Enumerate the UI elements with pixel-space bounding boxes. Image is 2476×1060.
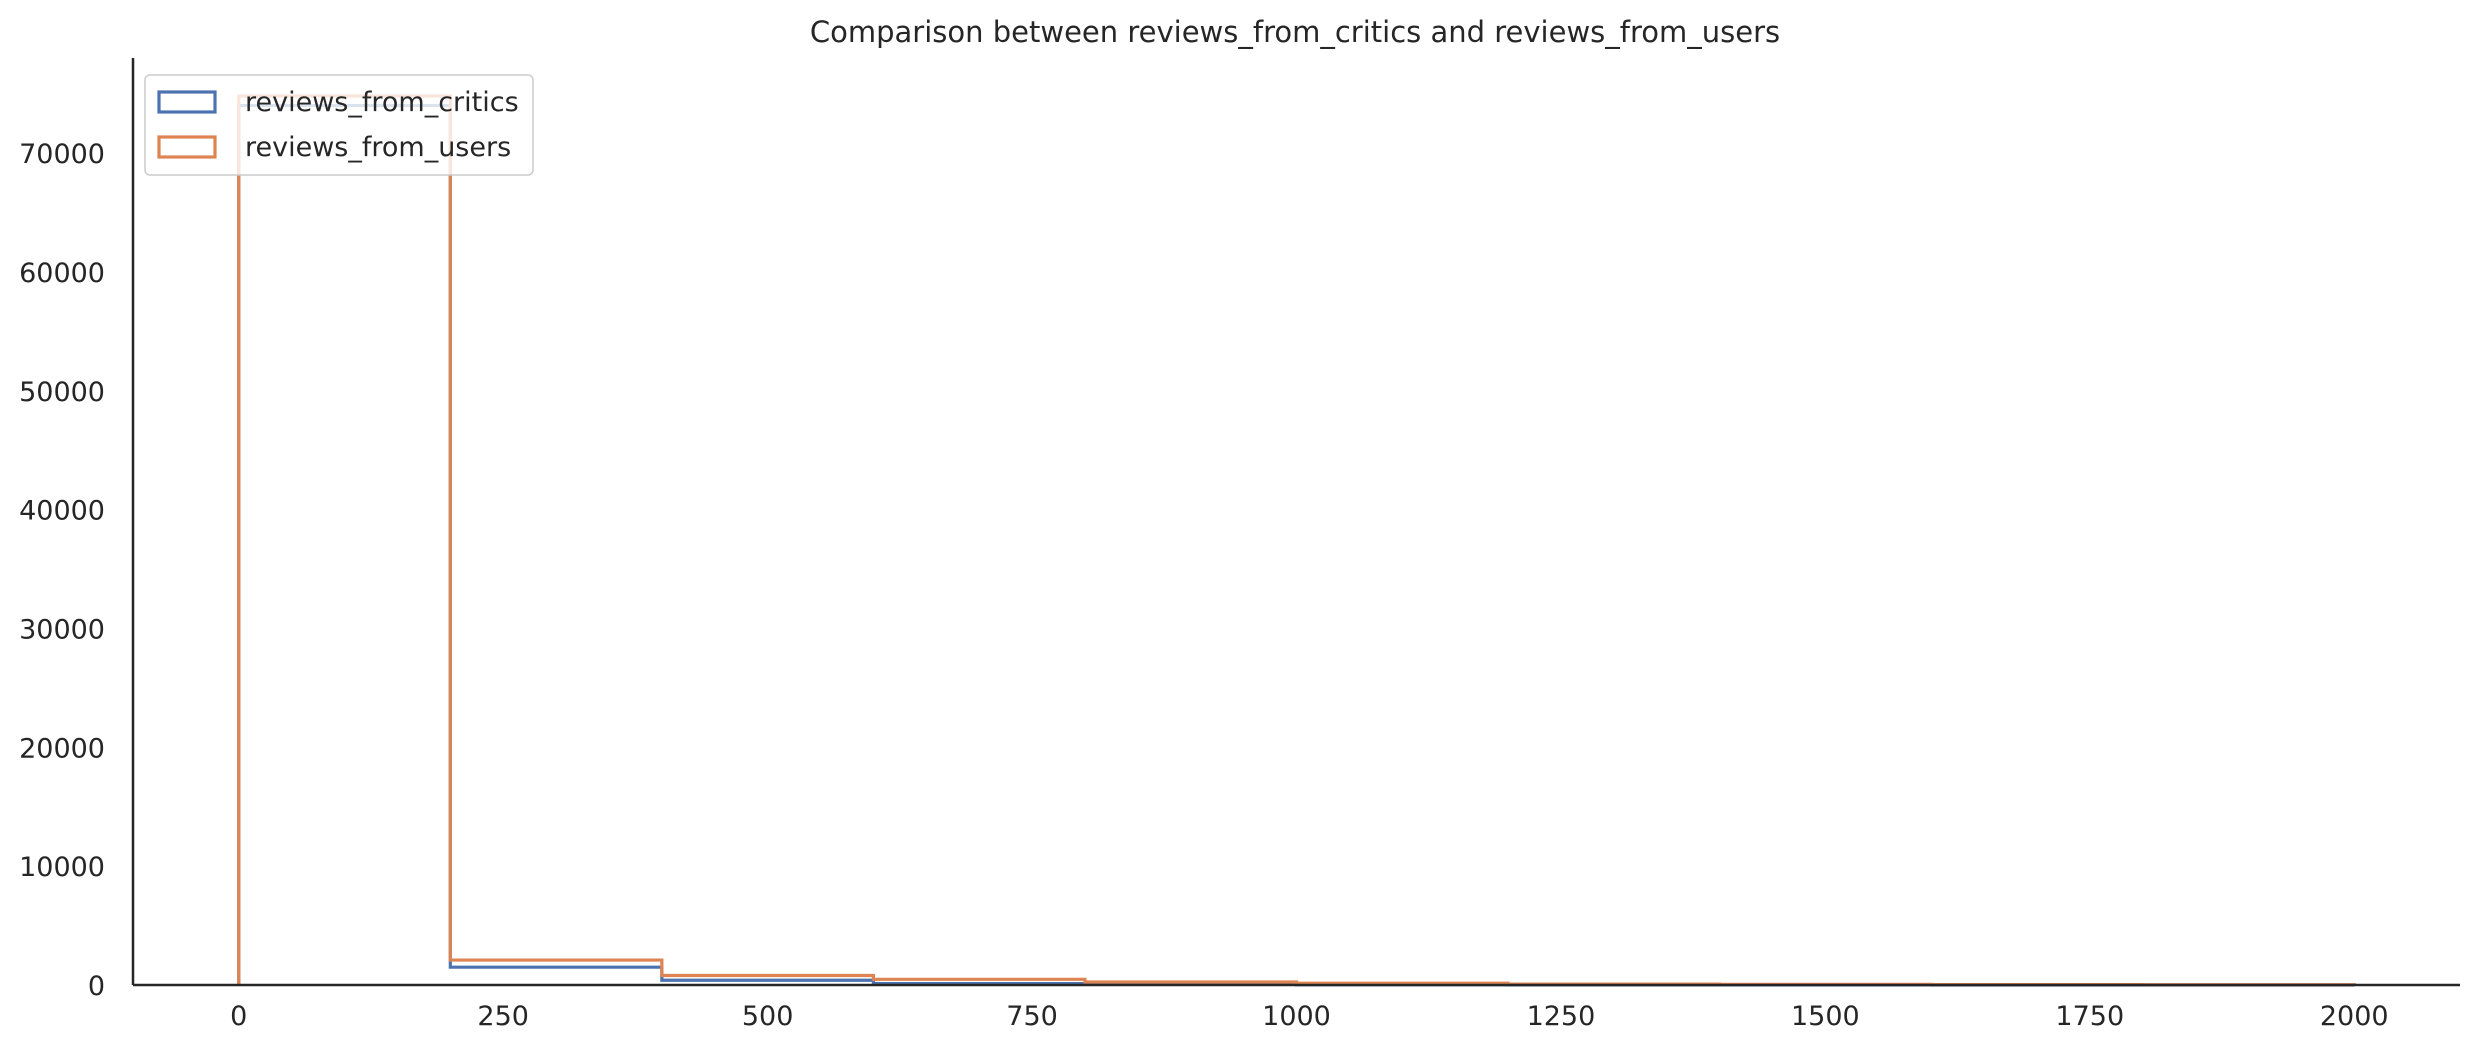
legend-frame xyxy=(144,74,534,176)
legend-swatch xyxy=(157,135,217,159)
legend-label: reviews_from_users xyxy=(245,132,511,163)
x-tick-label: 250 xyxy=(477,1001,529,1032)
y-axis-ticks: 0 10000 20000 30000 40000 50000 60000 70000 xyxy=(19,139,105,1002)
y-tick-label: 60000 xyxy=(19,258,105,289)
y-tick-label: 20000 xyxy=(19,733,105,764)
series-reviews-from-critics-step xyxy=(237,103,2356,987)
legend-label: reviews_from_critics xyxy=(245,87,519,118)
y-tick-label: 40000 xyxy=(19,496,105,527)
y-tick-label: 30000 xyxy=(19,614,105,645)
x-tick-label: 750 xyxy=(1006,1001,1058,1032)
series-reviews-from-users-step xyxy=(237,94,2356,987)
y-tick-label: 10000 xyxy=(19,852,105,883)
x-axis-ticks: 0 250 500 750 1000 1250 1500 1750 2000 xyxy=(230,1001,2388,1032)
x-tick-label: 1500 xyxy=(1791,1001,1860,1032)
legend: reviews_from_critics reviews_from_users xyxy=(144,74,534,176)
x-tick-label: 2000 xyxy=(2320,1001,2389,1032)
legend-swatch xyxy=(157,90,217,114)
y-tick-label: 70000 xyxy=(19,139,105,170)
y-tick-label: 50000 xyxy=(19,377,105,408)
x-tick-label: 1750 xyxy=(2055,1001,2124,1032)
x-tick-label: 1250 xyxy=(1527,1001,1596,1032)
x-tick-label: 500 xyxy=(742,1001,794,1032)
x-tick-label: 0 xyxy=(230,1001,247,1032)
x-tick-label: 1000 xyxy=(1262,1001,1331,1032)
histogram-series xyxy=(237,94,2356,987)
y-tick-label: 0 xyxy=(88,971,105,1002)
chart-title: Comparison between reviews_from_critics … xyxy=(810,15,1780,49)
